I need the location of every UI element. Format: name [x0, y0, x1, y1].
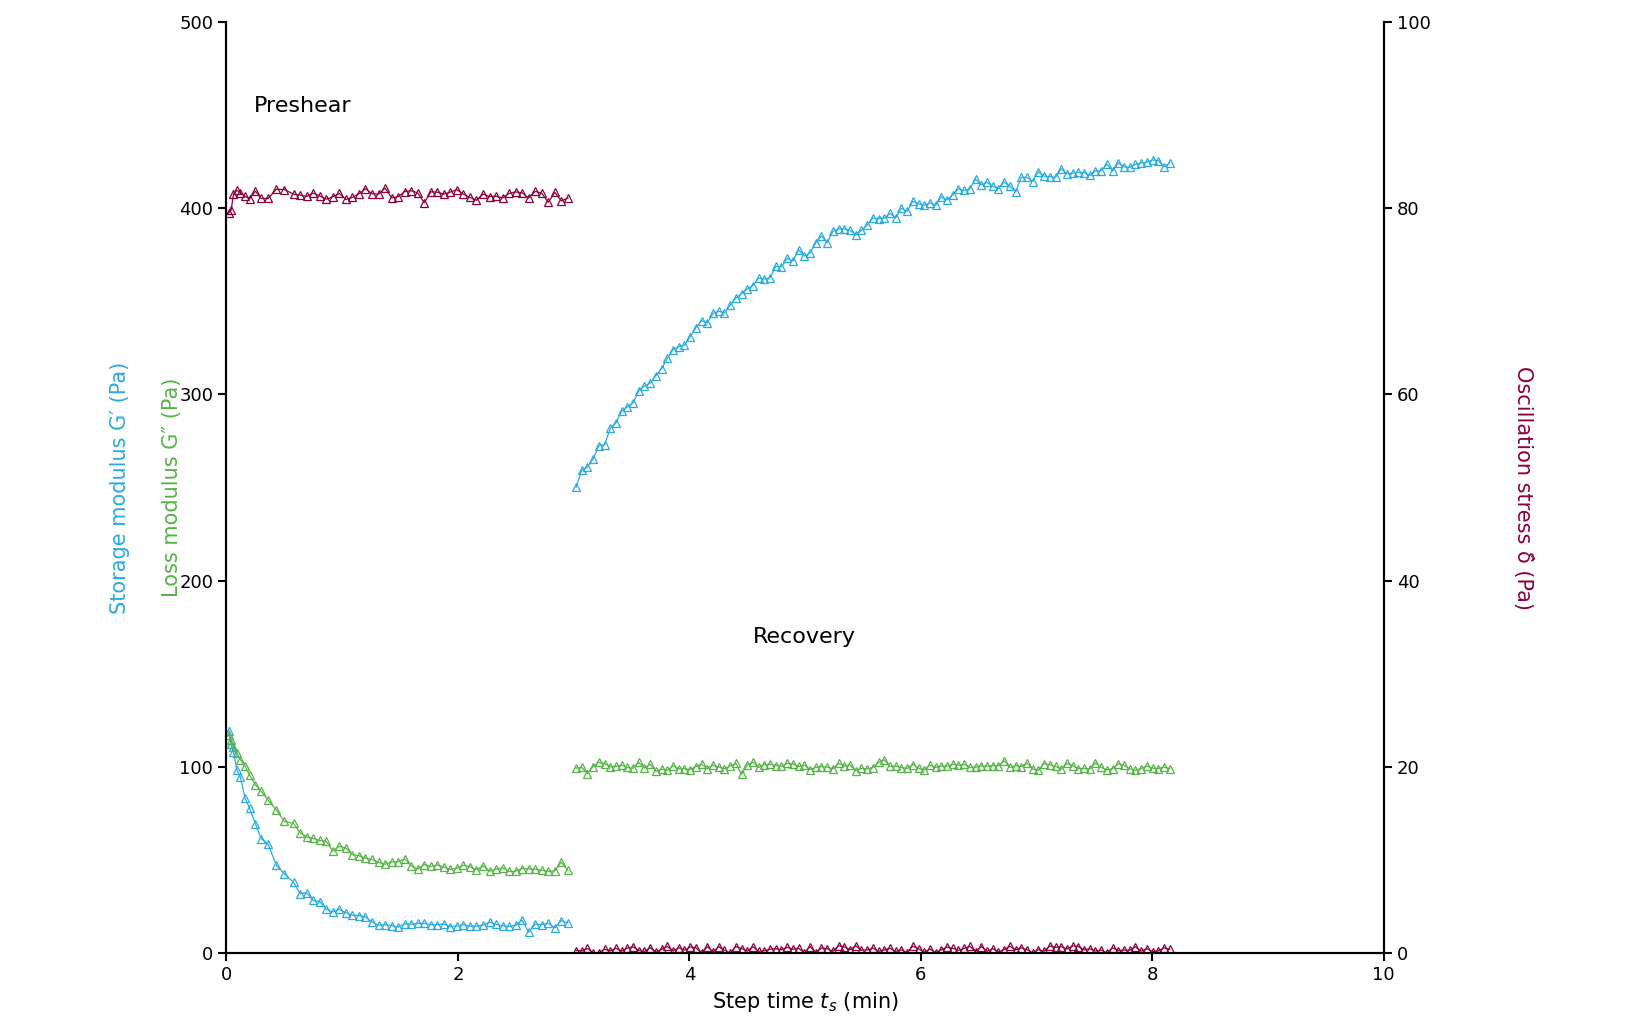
Text: Loss modulus G″ (Pa): Loss modulus G″ (Pa): [163, 378, 182, 597]
Text: Storage modulus G′ (Pa): Storage modulus G′ (Pa): [110, 361, 130, 613]
Text: Preshear: Preshear: [255, 97, 352, 116]
Text: Oscillation stress δ̂ (Pa): Oscillation stress δ̂ (Pa): [1513, 365, 1533, 609]
X-axis label: Step time $t_s$ (min): Step time $t_s$ (min): [711, 990, 899, 1014]
Text: Recovery: Recovery: [752, 628, 856, 647]
